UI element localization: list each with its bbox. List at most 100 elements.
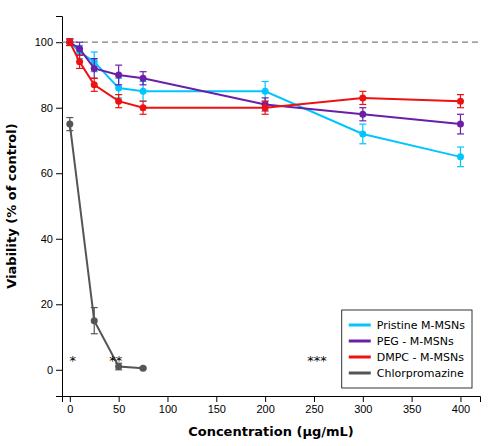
y-axis-tick: 80	[41, 102, 62, 114]
error-bar-cap	[359, 91, 366, 92]
data-point	[140, 75, 147, 82]
error-bar-cap	[457, 166, 464, 167]
data-point	[91, 81, 98, 88]
series-line	[70, 42, 461, 124]
series-line	[70, 42, 461, 108]
marks	[62, 39, 480, 372]
error-bar-cap	[91, 78, 98, 79]
error-bar	[359, 108, 366, 121]
x-axis-tick: 200	[256, 396, 274, 415]
error-bar-cap	[115, 107, 122, 108]
legend-label: Chlorpromazine	[377, 367, 464, 380]
error-bar	[140, 72, 147, 85]
error-bar-cap	[359, 143, 366, 144]
error-bar	[91, 59, 98, 79]
data-point	[66, 39, 73, 46]
error-bar	[457, 114, 464, 134]
y-axis-tick-mark	[56, 304, 62, 305]
data-point	[115, 71, 122, 78]
data-point	[359, 94, 366, 101]
error-bar-cap	[457, 146, 464, 147]
data-point	[66, 39, 73, 46]
y-axis-tick-label: 100	[35, 36, 53, 48]
y-axis-line	[56, 17, 63, 397]
error-bar-cap	[359, 104, 366, 105]
error-bar	[66, 39, 73, 46]
x-axis-tick-label: 100	[159, 403, 177, 415]
error-bar	[140, 82, 147, 102]
annotation: **	[109, 353, 123, 368]
data-point	[91, 65, 98, 72]
y-axis-tick-label: 80	[41, 102, 53, 114]
data-point	[140, 365, 147, 372]
error-bar-cap	[457, 94, 464, 95]
x-axis-tick-mark	[216, 396, 217, 402]
error-bar	[66, 39, 73, 46]
x-axis: 050100150200250300350400	[63, 396, 481, 415]
data-point	[91, 317, 98, 324]
legend-swatch	[349, 356, 371, 359]
x-axis-tick: 350	[403, 396, 421, 415]
y-axis-tick-label: 40	[41, 233, 53, 245]
data-point	[76, 45, 83, 52]
y-axis-tick-mark	[56, 173, 62, 174]
x-axis-tick: 400	[452, 396, 470, 415]
x-axis-tick: 100	[159, 396, 177, 415]
data-point	[140, 88, 147, 95]
y-axis-tick: 0	[47, 364, 62, 376]
x-axis-tick-label: 300	[354, 403, 372, 415]
error-bar	[262, 82, 269, 102]
data-point	[359, 130, 366, 137]
x-axis-tick-label: 350	[403, 403, 421, 415]
series-line	[70, 42, 461, 157]
y-axis-title: Viability (% of control)	[4, 123, 19, 288]
data-point	[457, 153, 464, 160]
x-axis-title: Concentration (µg/mL)	[188, 424, 354, 439]
x-axis-tick-mark	[363, 396, 364, 402]
x-axis-tick: 50	[113, 396, 125, 415]
error-bar	[359, 91, 366, 104]
error-bar	[66, 39, 73, 46]
x-axis-tick-label: 0	[67, 403, 73, 415]
legend-label: Pristine M-MSNs	[377, 319, 466, 332]
x-axis-tick-label: 50	[113, 403, 125, 415]
x-axis-tick-mark	[460, 396, 461, 402]
error-bar	[262, 98, 269, 111]
data-point	[115, 85, 122, 92]
x-axis-tick-mark	[265, 396, 266, 402]
error-bar-cap	[457, 133, 464, 134]
error-bar	[140, 101, 147, 114]
error-bar-cap	[76, 42, 83, 43]
error-bar-cap	[140, 114, 147, 115]
x-axis-tick-label: 400	[452, 403, 470, 415]
y-axis-tick-label: 60	[41, 167, 53, 179]
data-point	[66, 121, 73, 128]
error-bar-cap	[359, 120, 366, 121]
y-axis: 0 20 40 60 80 100	[35, 17, 63, 397]
data-point	[115, 98, 122, 105]
error-bar-cap	[115, 84, 122, 85]
x-axis-tick: 150	[208, 396, 226, 415]
legend-frame	[342, 310, 472, 388]
data-point	[262, 88, 269, 95]
legend-item: DMPC - M-MSNs	[349, 351, 464, 364]
legend-label: DMPC - M-MSNs	[377, 351, 464, 364]
error-bar-cap	[115, 94, 122, 95]
series	[66, 118, 146, 372]
y-axis-tick: 60	[41, 167, 62, 179]
error-bar	[359, 124, 366, 144]
error-bar	[115, 95, 122, 108]
legend-item: Chlorpromazine	[349, 367, 464, 380]
error-bar-cap	[262, 101, 269, 102]
error-bar-cap	[140, 84, 147, 85]
x-axis-tick-label: 150	[208, 403, 226, 415]
error-bar-cap	[91, 91, 98, 92]
error-bar-cap	[115, 65, 122, 66]
x-axis-line	[63, 397, 481, 403]
error-bar-cap	[457, 107, 464, 108]
legend-swatch	[349, 340, 371, 343]
error-bar	[262, 101, 269, 114]
x-axis-tick-mark	[412, 396, 413, 402]
y-axis-tick-label: 20	[41, 298, 53, 310]
legend-label: PEG - M-MSNs	[377, 335, 454, 348]
